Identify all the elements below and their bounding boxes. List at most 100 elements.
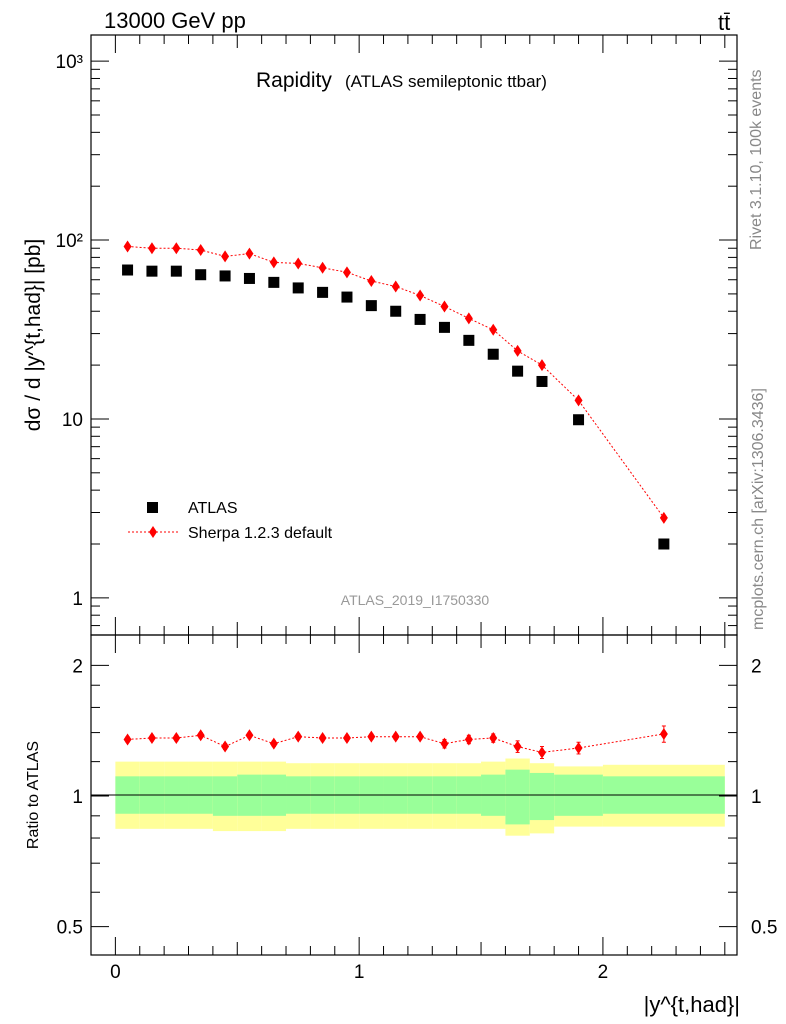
atlas-data-point — [512, 365, 524, 377]
sherpa-data-point — [367, 275, 376, 288]
ratio-data-point — [294, 730, 303, 743]
ratio-data-point — [269, 737, 278, 750]
ratio-data-point — [245, 729, 254, 742]
ratio-data-point — [464, 733, 473, 746]
x-tick-label: 0 — [110, 962, 121, 983]
main-frame — [90, 34, 738, 636]
sherpa-data-point — [245, 247, 254, 260]
ratio-data-point — [221, 740, 230, 753]
ratio-sherpa-line — [127, 733, 664, 753]
chart-subtitle: (ATLAS semileptonic ttbar) — [345, 72, 547, 91]
ratio-data-point — [367, 730, 376, 743]
ratio-data-point — [489, 732, 498, 745]
energy-label: 13000 GeV pp — [104, 8, 246, 33]
main-y-tick-label: 10 — [62, 410, 83, 431]
sherpa-data-point — [147, 242, 156, 255]
mcplots-label: mcplots.cern.ch [arXiv:1306.3436] — [750, 388, 767, 630]
x-tick-label: 1 — [354, 962, 365, 983]
ratio-data-point — [574, 742, 583, 755]
main-y-tick-label: 10² — [56, 231, 83, 252]
sherpa-data-point — [318, 261, 327, 274]
atlas-data-point — [292, 282, 304, 294]
atlas-data-point — [463, 334, 475, 346]
ratio-y-tick-label: 1 — [72, 787, 83, 808]
ratio-inner-band — [529, 772, 555, 821]
ratio-y-tick-label-right: 2 — [751, 656, 762, 677]
atlas-data-point — [170, 265, 182, 277]
ratio-axis-ticks: 0.5 0.5 1 1 2 2 0 1 2 — [57, 635, 777, 983]
analysis-watermark: ATLAS_2019_I1750330 — [341, 592, 490, 608]
sherpa-data-point — [172, 242, 181, 255]
process-label: tt̄ — [718, 10, 730, 35]
sherpa-data-point — [513, 344, 522, 357]
ratio-data-point — [172, 732, 181, 745]
ratio-data-point — [513, 740, 522, 753]
sherpa-data-point — [489, 323, 498, 336]
rivet-version-label: Rivet 3.1.10, 100k events — [748, 69, 765, 250]
atlas-data-point — [268, 276, 280, 288]
ratio-frame — [90, 634, 738, 956]
ratio-data-point — [196, 729, 205, 742]
sherpa-line — [127, 246, 665, 519]
ratio-y-tick-label-right: 0.5 — [751, 918, 777, 939]
ratio-y-tick-label: 0.5 — [57, 918, 83, 939]
main-y-axis-label: dσ / d |y^{t,had}| [pb] — [22, 239, 45, 432]
main-y-tick-label: 10³ — [56, 52, 83, 73]
sherpa-data-point — [416, 289, 425, 302]
sherpa-data-point — [196, 243, 205, 256]
ratio-data-point — [440, 737, 449, 750]
x-axis-label: |y^{t,had}| — [644, 992, 740, 1017]
sherpa-data-point — [440, 300, 449, 313]
sherpa-data-point — [342, 266, 351, 279]
ratio-inner-band — [505, 769, 530, 825]
x-tick-label: 2 — [598, 962, 609, 983]
main-series-layer — [122, 240, 670, 550]
ratio-series-layer — [123, 725, 668, 760]
atlas-data-point — [414, 313, 426, 325]
atlas-data-point — [487, 348, 499, 360]
ratio-data-point — [123, 733, 132, 746]
atlas-data-point — [573, 414, 585, 426]
atlas-data-point — [390, 305, 402, 317]
main-axis-ticks: 1 10 10² 10³ — [56, 35, 737, 635]
ratio-panel: 0.5 0.5 1 1 2 2 0 1 2 Ratio to ATLAS |y^{t,had}| — [25, 634, 777, 1017]
main-panel: 1 10 10² 10³ Rapidity (ATLAS semileptonic t… — [22, 34, 738, 636]
ratio-data-point — [391, 730, 400, 743]
ratio-uncertainty-bands — [115, 758, 725, 836]
ratio-inner-band — [212, 776, 238, 816]
ratio-data-point — [537, 746, 546, 759]
sherpa-data-point — [294, 257, 303, 270]
legend-sherpa-marker — [149, 526, 157, 538]
ratio-data-point — [342, 732, 351, 745]
ratio-data-point — [659, 727, 668, 740]
legend-atlas-marker — [147, 502, 158, 513]
sherpa-data-point — [391, 280, 400, 293]
sherpa-data-point — [537, 359, 546, 372]
ratio-data-point — [416, 730, 425, 743]
ratio-data-point — [147, 732, 156, 745]
legend-sherpa-label: Sherpa 1.2.3 default — [188, 525, 333, 542]
atlas-data-point — [365, 300, 377, 312]
atlas-data-point — [195, 269, 207, 281]
atlas-data-point — [536, 375, 548, 387]
legend: ATLAS Sherpa 1.2.3 default — [128, 500, 333, 542]
atlas-data-point — [243, 272, 255, 284]
atlas-data-point — [146, 265, 158, 277]
atlas-data-point — [122, 264, 134, 276]
atlas-data-point — [438, 321, 450, 333]
ratio-y-axis-label: Ratio to ATLAS — [25, 741, 42, 849]
atlas-data-point — [341, 291, 353, 303]
atlas-data-point — [658, 538, 670, 550]
atlas-data-point — [317, 286, 329, 298]
main-y-tick-label: 1 — [72, 589, 83, 610]
sherpa-data-point — [221, 250, 230, 263]
sherpa-data-point — [659, 511, 668, 524]
sherpa-data-point — [123, 240, 132, 253]
atlas-data-point — [219, 270, 231, 282]
sherpa-data-point — [464, 312, 473, 325]
sherpa-data-point — [574, 394, 583, 407]
ratio-data-point — [318, 732, 327, 745]
chart-title: Rapidity — [256, 69, 332, 92]
ratio-y-tick-label: 2 — [72, 656, 83, 677]
